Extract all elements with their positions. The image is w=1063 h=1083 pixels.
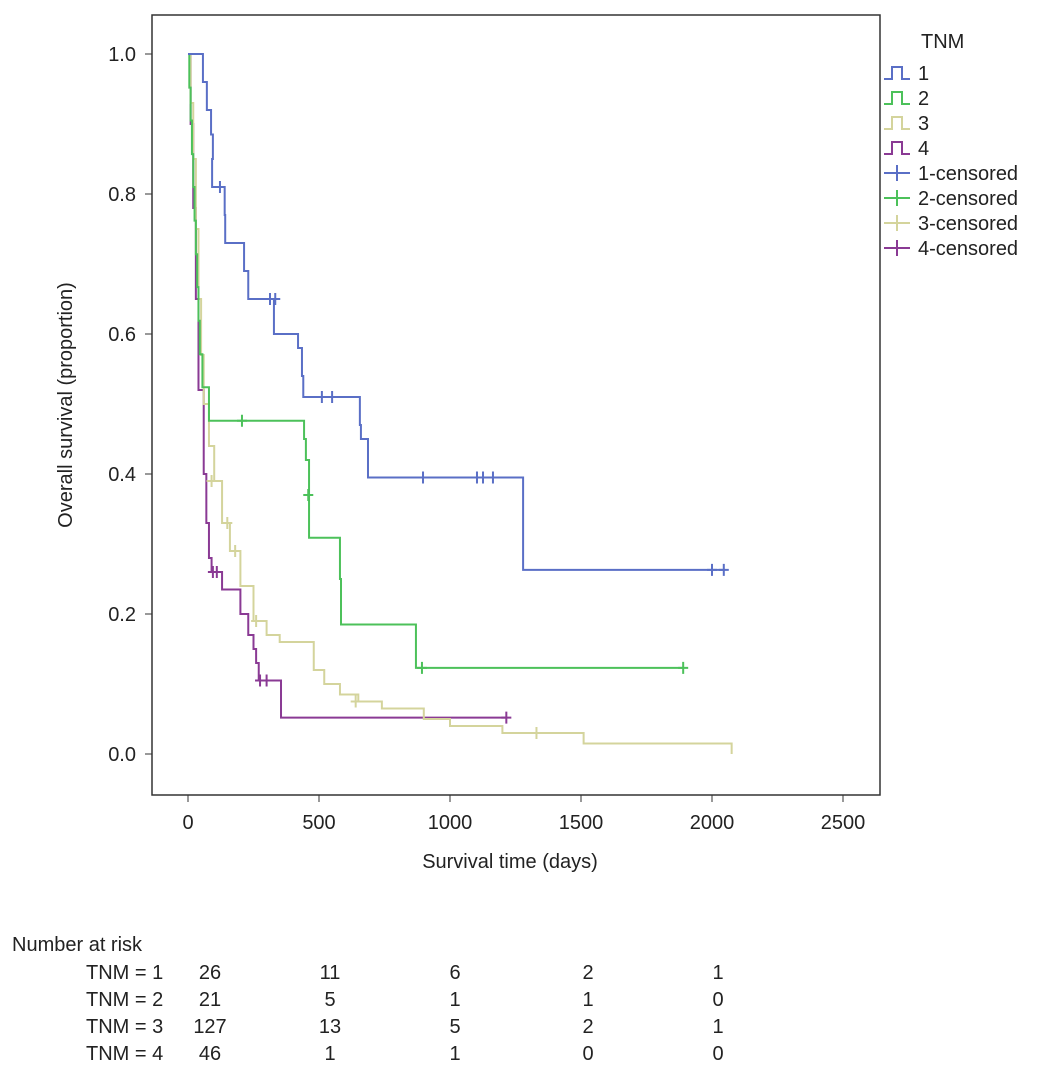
risk-row-label: TNM = 2 — [86, 989, 164, 1011]
x-tick-label: 1500 — [559, 812, 604, 834]
y-tick-label: 0.2 — [108, 604, 136, 626]
censor-mark — [206, 475, 217, 487]
legend-swatch-4 — [884, 141, 910, 155]
y-tick-label: 1.0 — [108, 44, 136, 66]
risk-count: 6 — [449, 962, 461, 984]
risk-count: 21 — [198, 989, 222, 1011]
risk-count: 1 — [582, 989, 594, 1011]
legend-label: 4-censored — [918, 238, 1018, 260]
legend-label: 3-censored — [918, 213, 1018, 235]
y-axis-label: Overall survival (proportion) — [55, 282, 77, 528]
censor-mark — [416, 661, 427, 674]
censor-mark — [327, 391, 338, 403]
legend-swatch-2 — [884, 91, 910, 105]
censor-mark — [236, 414, 247, 427]
km-curve-tnm-2 — [188, 53, 684, 669]
risk-count: 2 — [582, 1016, 594, 1038]
censor-mark — [230, 545, 241, 557]
censor-mark — [531, 727, 542, 739]
y-tick-label: 0.4 — [108, 464, 136, 486]
risk-row-label: TNM = 3 — [86, 1016, 164, 1038]
risk-count: 1 — [712, 962, 724, 984]
legend-label: 1 — [918, 63, 929, 85]
censor-mark — [678, 661, 689, 674]
censor-mark — [222, 517, 233, 529]
censor-mark — [350, 695, 361, 708]
legend-label: 2 — [918, 88, 929, 110]
legend-censor-swatch-1 — [884, 165, 910, 181]
censor-mark — [316, 391, 327, 403]
censor-mark — [211, 566, 222, 578]
risk-count: 1 — [712, 1016, 724, 1038]
x-tick-label: 0 — [182, 812, 193, 834]
x-axis-label: Survival time (days) — [422, 851, 598, 873]
km-curve-tnm-1 — [188, 53, 726, 571]
censor-mark — [261, 674, 272, 687]
risk-count: 5 — [449, 1016, 461, 1038]
risk-count: 0 — [582, 1043, 594, 1065]
y-tick-label: 0.0 — [108, 744, 136, 766]
legend-label: 4 — [918, 138, 929, 160]
censor-mark — [251, 615, 262, 627]
x-tick-label: 500 — [302, 812, 335, 834]
risk-count: 1 — [449, 1043, 461, 1065]
risk-table-title: Number at risk — [12, 934, 143, 956]
legend-swatch-3 — [884, 116, 910, 130]
legend-censor-swatch-4 — [884, 240, 910, 256]
censor-mark — [418, 471, 429, 484]
legend-label: 1-censored — [918, 163, 1018, 185]
plot-frame — [151, 14, 881, 796]
risk-count: 127 — [193, 1016, 227, 1038]
censor-mark — [303, 489, 314, 501]
censor-mark — [501, 711, 512, 724]
risk-count: 2 — [582, 962, 594, 984]
km-chart: 0 500 1000 1500 2000 2500 0.0 0.2 0.4 0.6 0.8 1.0 S… — [55, 14, 1018, 873]
censor-mark — [707, 563, 717, 576]
legend-label: 2-censored — [918, 188, 1018, 210]
legend-title: TNM — [921, 31, 964, 53]
risk-count: 46 — [198, 1043, 222, 1065]
risk-count: 1 — [324, 1043, 336, 1065]
km-curve-tnm-3 — [188, 53, 733, 754]
x-tick-label: 2500 — [821, 812, 866, 834]
legend-censor-swatch-3 — [884, 215, 910, 231]
risk-count: 0 — [712, 1043, 724, 1065]
legend-swatch-1 — [884, 66, 910, 80]
censor-mark — [718, 563, 729, 576]
risk-count: 0 — [712, 989, 724, 1011]
risk-count: 1 — [449, 989, 461, 1011]
risk-row-label: TNM = 4 — [86, 1043, 164, 1065]
risk-count: 11 — [319, 962, 341, 984]
y-tick-label: 0.8 — [108, 184, 136, 206]
x-tick-label: 1000 — [428, 812, 473, 834]
risk-row-label: TNM = 1 — [86, 962, 164, 984]
risk-count: 5 — [324, 989, 336, 1011]
censor-mark — [270, 293, 281, 305]
x-tick-label: 2000 — [690, 812, 735, 834]
km-curve-tnm-4 — [188, 53, 507, 719]
legend-label: 3 — [918, 113, 929, 135]
censor-mark — [214, 181, 225, 193]
y-tick-label: 0.6 — [108, 324, 136, 346]
censor-mark — [487, 471, 498, 484]
legend: 1 2 3 4 1-censored 2-censored 3-censored 4-cens… — [884, 63, 1018, 260]
risk-count: 13 — [318, 1016, 342, 1038]
censor-mark — [478, 471, 489, 484]
risk-count: 26 — [198, 962, 222, 984]
legend-censor-swatch-2 — [884, 190, 910, 206]
